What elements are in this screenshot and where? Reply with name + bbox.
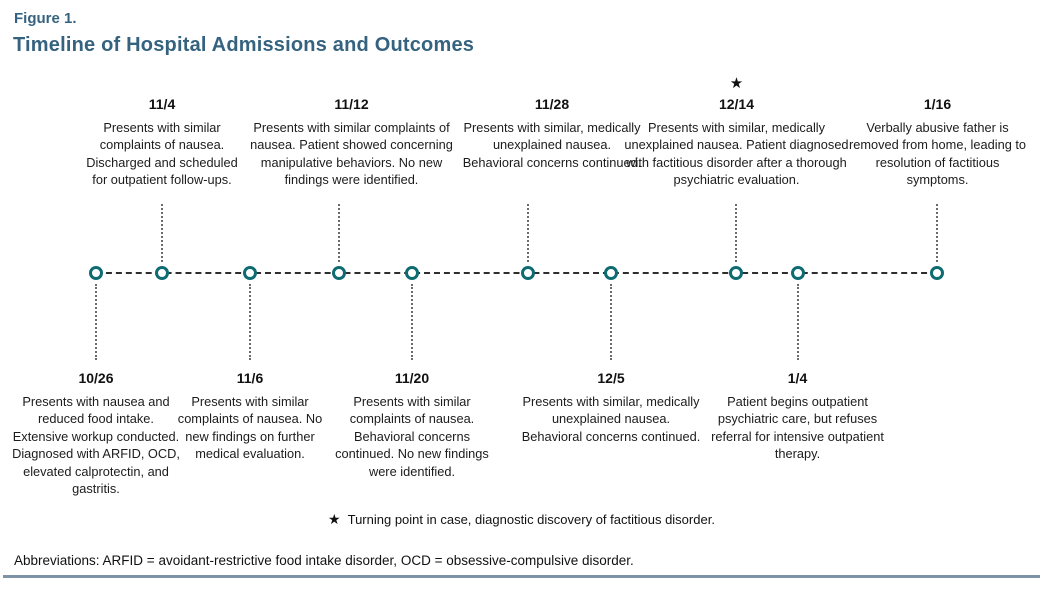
timeline-event-11-4: 11/4 Presents with similar complaints of…: [80, 96, 244, 189]
event-description: Verbally abusive father is removed from …: [848, 120, 1027, 188]
timeline-axis: [96, 272, 937, 274]
star-icon: ★: [729, 75, 744, 92]
event-description: Presents with similar, medically unexpla…: [462, 120, 642, 170]
event-date: 12/14: [718, 96, 755, 112]
legend-text: Turning point in case, diagnostic discov…: [347, 512, 715, 527]
event-date: 11/6: [236, 370, 264, 386]
event-description: Presents with similar complaints of naus…: [177, 394, 323, 462]
timeline-node: [791, 266, 805, 280]
connector-line: [735, 204, 737, 262]
event-description: Presents with similar, medically unexpla…: [624, 120, 849, 188]
connector-line: [936, 204, 938, 262]
event-description: Presents with similar complaints of naus…: [335, 394, 489, 479]
event-date: 11/12: [334, 96, 369, 112]
connector-line: [527, 204, 529, 262]
event-description: Patient begins outpatient psychiatric ca…: [711, 394, 884, 462]
timeline-node: [729, 266, 743, 280]
timeline-node: [243, 266, 257, 280]
star-icon: ★: [328, 511, 341, 527]
timeline-node: [930, 266, 944, 280]
event-description: Presents with similar complaints of naus…: [86, 120, 238, 188]
connector-line: [161, 204, 163, 262]
event-description: Presents with similar complaints of naus…: [250, 120, 453, 188]
event-date: 1/4: [787, 370, 808, 386]
event-date: 10/26: [78, 370, 114, 386]
event-date: 11/4: [148, 96, 176, 112]
timeline-node: [521, 266, 535, 280]
figure-label: Figure 1.: [14, 10, 77, 27]
connector-line: [610, 284, 612, 360]
connector-line: [338, 204, 340, 262]
event-date: 1/16: [923, 96, 952, 112]
timeline-node: [604, 266, 618, 280]
timeline-node: [332, 266, 346, 280]
timeline-node: [155, 266, 169, 280]
abbreviations-note: Abbreviations: ARFID = avoidant-restrict…: [14, 553, 634, 568]
event-date: 11/28: [534, 96, 570, 112]
event-description: Presents with similar, medically unexpla…: [521, 394, 701, 444]
event-date: 11/20: [394, 370, 430, 386]
timeline-event-10-26: 10/26 Presents with nausea and reduced f…: [10, 370, 182, 497]
timeline-event-11-28: 11/28 Presents with similar, medically u…: [462, 96, 642, 171]
event-description: Presents with nausea and reduced food in…: [12, 394, 180, 496]
timeline-event-11-6: 11/6 Presents with similar complaints of…: [170, 370, 330, 463]
bottom-rule: [3, 575, 1040, 578]
timeline-event-1-16: 1/16 Verbally abusive father is removed …: [845, 96, 1030, 189]
connector-line: [249, 284, 251, 360]
timeline-event-11-20: 11/20 Presents with similar complaints o…: [334, 370, 490, 480]
figure-title: Timeline of Hospital Admissions and Outc…: [13, 34, 475, 56]
timeline-node: [405, 266, 419, 280]
connector-line: [411, 284, 413, 360]
timeline-event-11-12: 11/12 Presents with similar complaints o…: [249, 96, 454, 189]
timeline-event-12-14: 12/14 Presents with similar, medically u…: [624, 96, 849, 189]
timeline-node: [89, 266, 103, 280]
event-date: 12/5: [597, 370, 625, 386]
timeline-event-12-5: 12/5 Presents with similar, medically un…: [521, 370, 701, 445]
legend: ★ Turning point in case, diagnostic disco…: [0, 511, 1043, 528]
connector-line: [797, 284, 799, 360]
connector-line: [95, 284, 97, 360]
timeline-event-1-4: 1/4 Patient begins outpatient psychiatri…: [700, 370, 895, 463]
